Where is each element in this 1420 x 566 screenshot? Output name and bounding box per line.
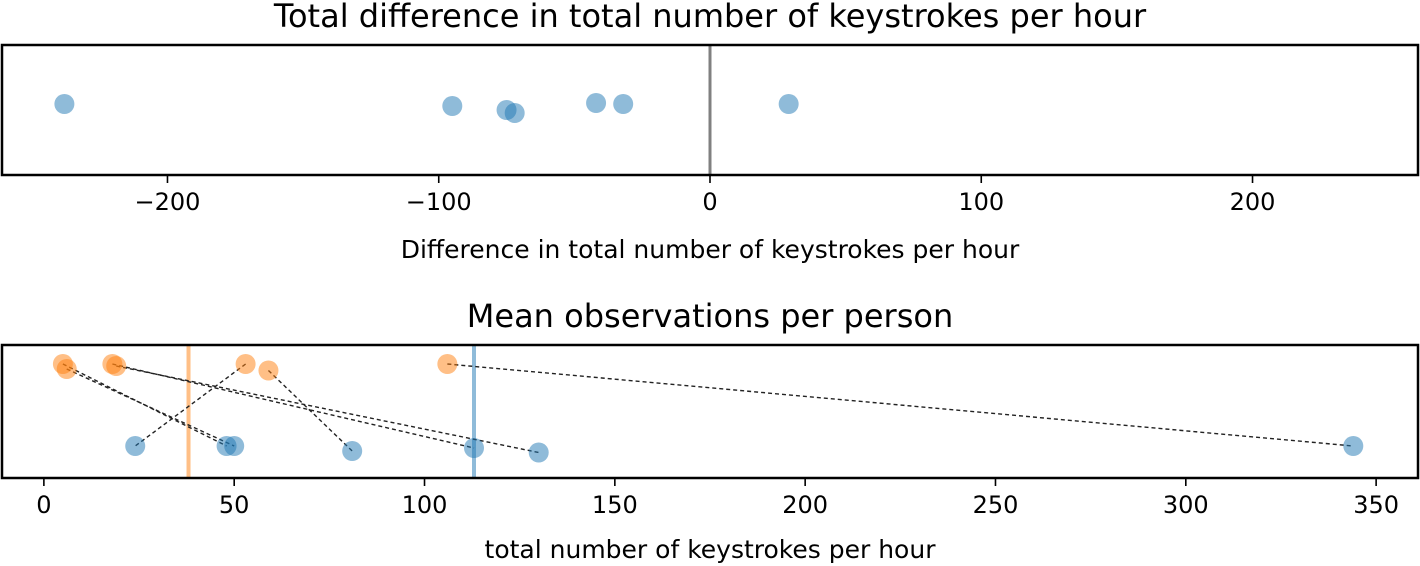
blue-observation-point [528,442,549,463]
observation-points-layer [52,354,1364,463]
keystrokes-x-tick-label: 350 [1353,491,1399,519]
difference-points-layer [54,93,799,123]
difference-chart-title: Total difference in total number of keys… [273,0,1147,35]
pair-connector [112,363,475,449]
difference-x-tick-label: 200 [1230,188,1276,216]
pair-connectors-layer [62,363,1354,454]
pair-connector [116,365,539,454]
difference-point [54,94,75,114]
pair-connector [66,368,235,447]
blue-observation-point [464,438,484,458]
blue-observation-point [342,441,363,461]
keystrokes-x-tick-label: 250 [973,491,1019,519]
pair-connector [447,363,1354,447]
difference-x-tick-label: −200 [135,188,201,216]
mean-observations-title: Mean observations per person [467,297,953,335]
difference-x-axis: −200 −100 0 100 200 [135,175,1276,216]
difference-point [586,93,607,113]
pair-connector [267,369,353,452]
keystrokes-x-tick-label: 50 [219,491,250,519]
keystrokes-x-axis: 0 50 100 150 200 250 300 350 [36,478,1399,519]
difference-panel: Total difference in total number of keys… [0,0,1420,264]
difference-point [778,94,799,114]
orange-observation-point [235,354,256,374]
keystrokes-x-tick-label: 150 [592,491,638,519]
orange-observation-point [437,354,458,374]
keystrokes-x-tick-label: 300 [1163,491,1209,519]
difference-x-tick-label: 0 [702,188,717,216]
mean-lines-layer [186,345,476,478]
keystrokes-x-tick-label: 0 [36,491,51,519]
difference-point [504,103,525,123]
difference-point [613,94,634,114]
blue-observation-point [125,436,146,456]
keystrokes-x-tick-label: 200 [782,491,828,519]
mean-observations-plot-frame [0,343,1420,480]
difference-point [442,96,463,116]
mean-observations-panel: Mean observations per person 0 50 100 150 20… [0,297,1420,564]
orange-observation-point [258,360,279,381]
blue-observation-point [224,436,245,456]
orange-observation-point [56,359,77,379]
blue-observation-point [1343,436,1364,456]
keystrokes-x-tick-label: 100 [402,491,448,519]
orange-observation-point [106,356,127,376]
difference-x-axis-label: Difference in total number of keystrokes… [401,235,1020,264]
difference-x-tick-label: 100 [958,188,1004,216]
pair-connector [134,363,247,447]
difference-x-tick-label: −100 [406,188,472,216]
keystrokes-x-axis-label: total number of keystrokes per hour [485,535,937,564]
